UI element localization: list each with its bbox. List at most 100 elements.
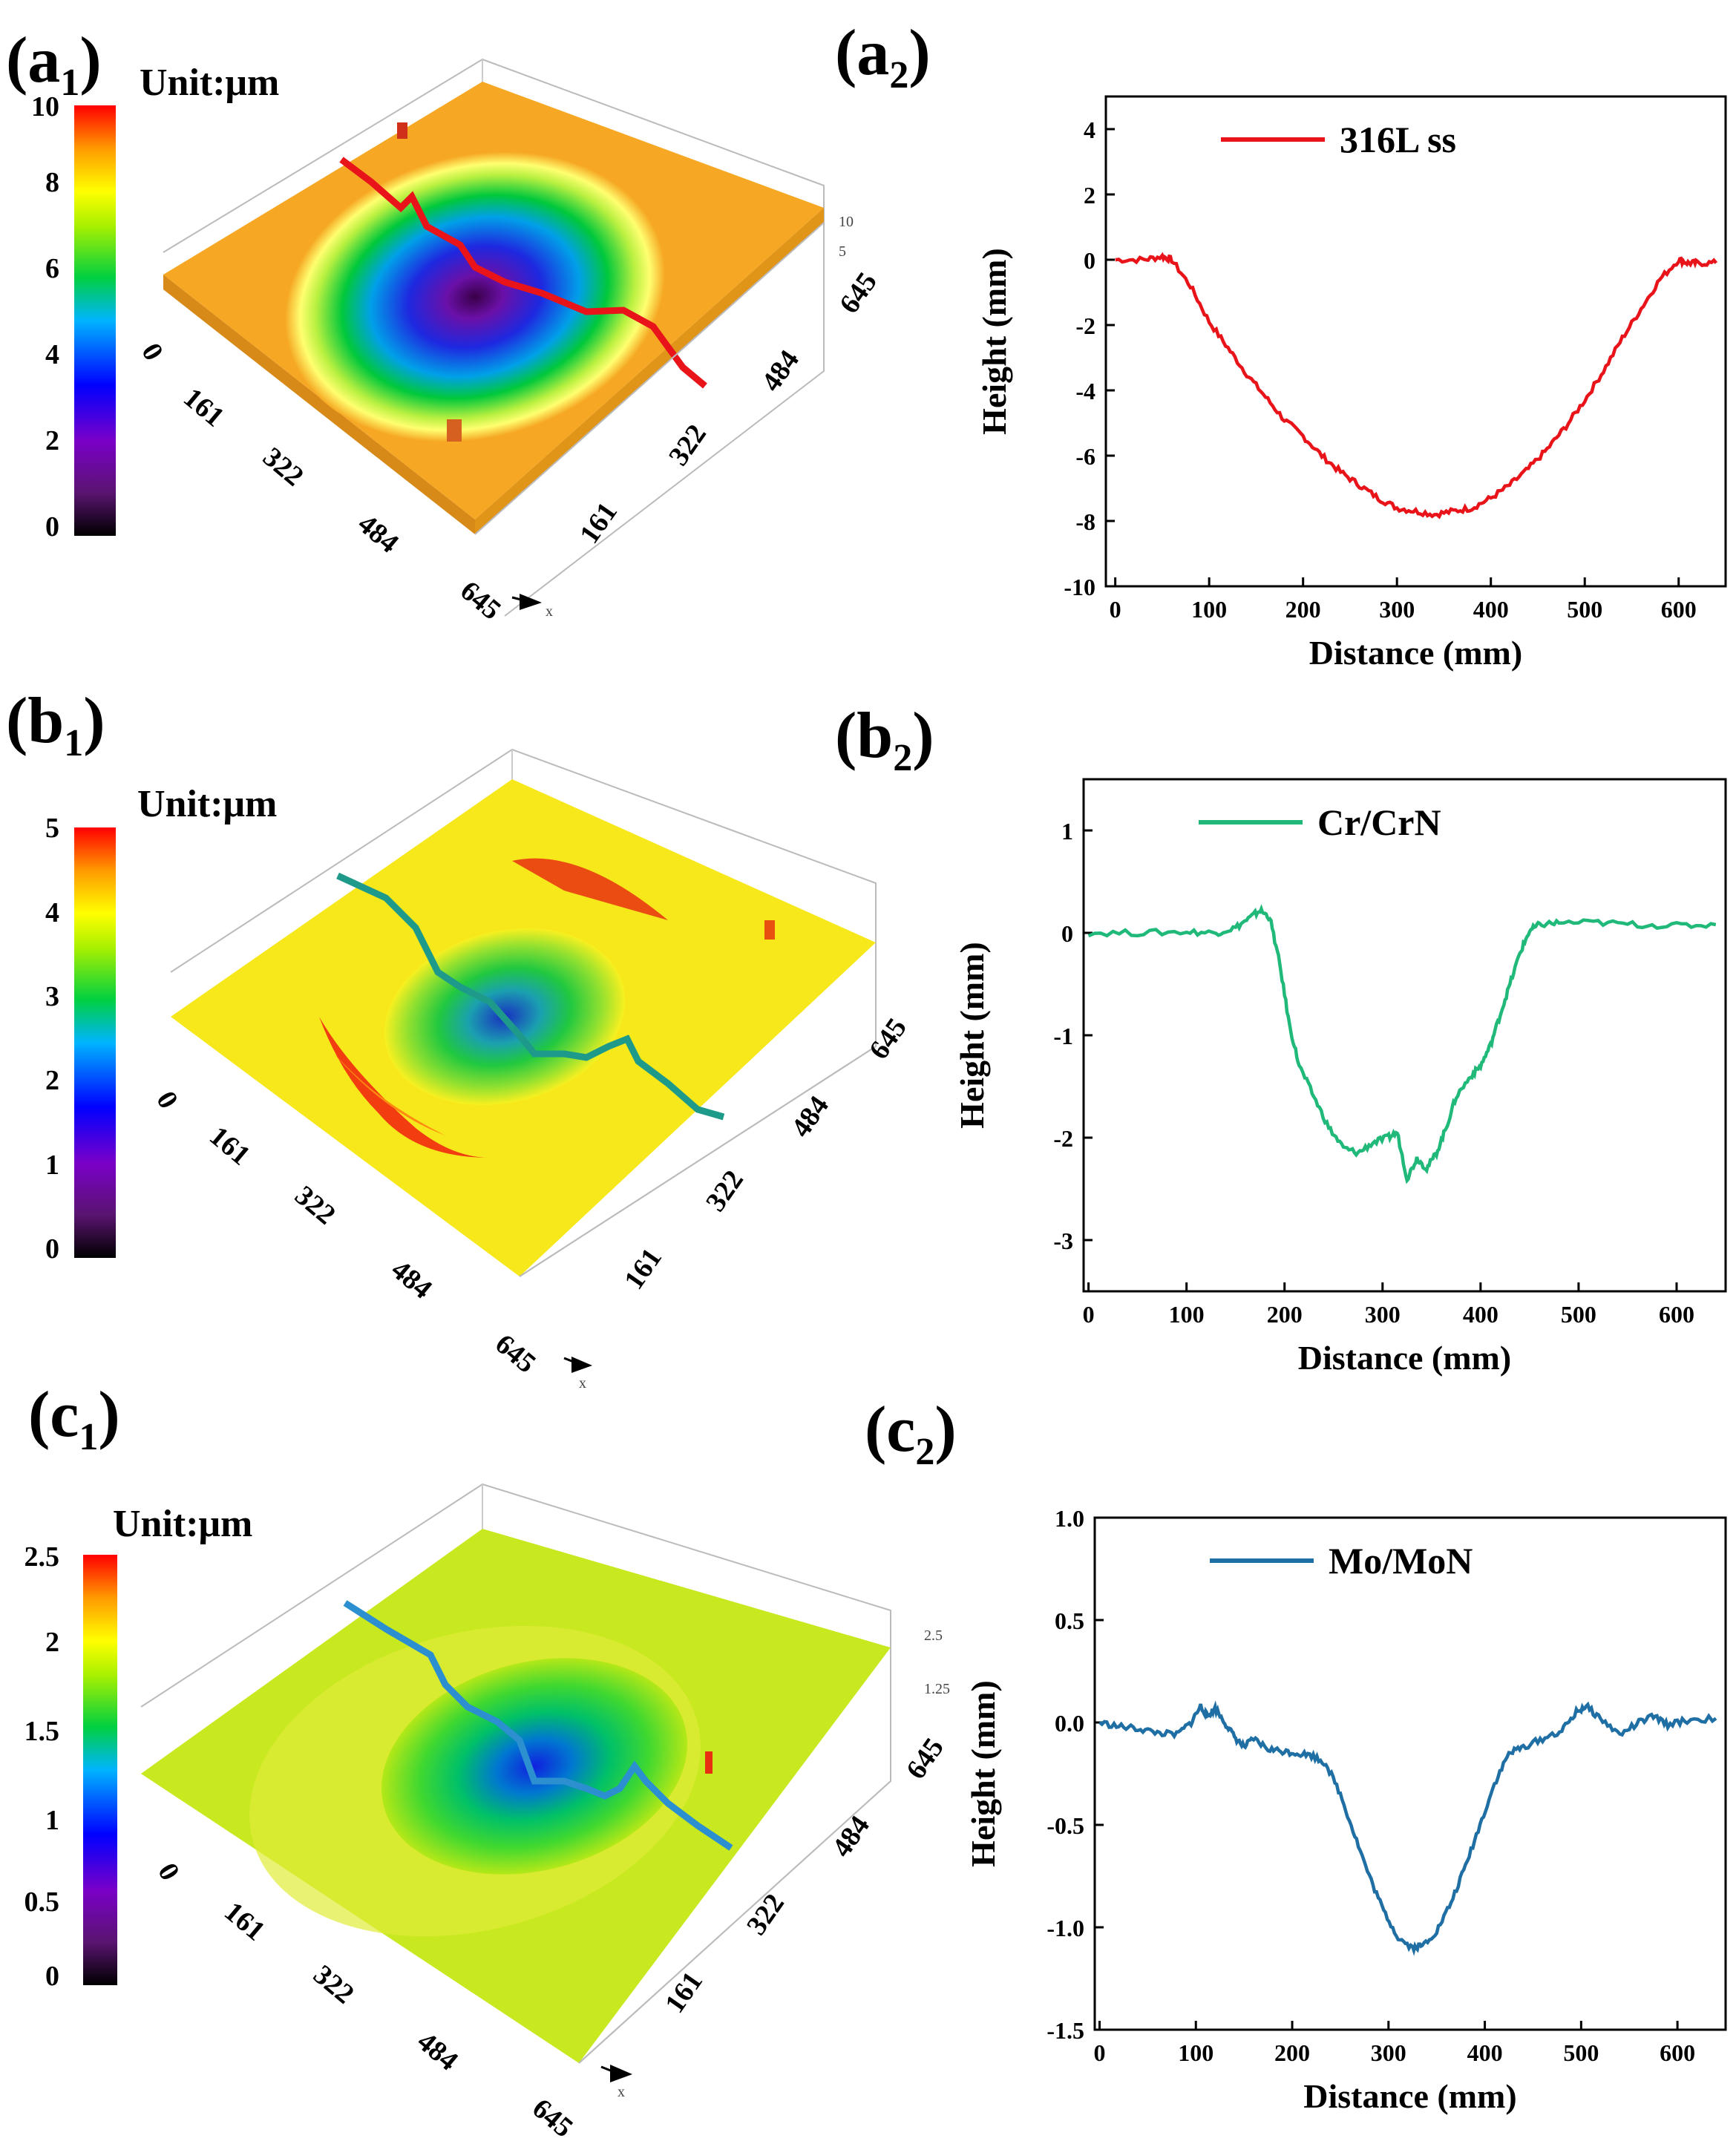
panel-label-b2: (b2) bbox=[835, 700, 934, 779]
x-tick-label: 300 bbox=[1379, 596, 1415, 623]
panel-c1: (c1) Unit:μm 0 0.5 1 1.5 2 2.5 x 0 2.5 1… bbox=[24, 1379, 951, 2144]
x-tick-label: 400 bbox=[1467, 2039, 1503, 2066]
svg-text:484: 484 bbox=[785, 1090, 835, 1143]
svg-text:0: 0 bbox=[45, 511, 59, 542]
panel-label-a1: (a1) bbox=[6, 24, 102, 104]
series-line-cr-crn bbox=[1087, 904, 1717, 1184]
svg-text:645: 645 bbox=[863, 1012, 913, 1065]
colorbar-ticks-a1: 0 2 4 6 8 10 bbox=[31, 91, 59, 542]
panel-label-a2: (a2) bbox=[835, 17, 931, 96]
x-tick-label: 100 bbox=[1169, 1301, 1205, 1328]
panel-label-b1: (b1) bbox=[6, 685, 105, 764]
svg-text:2.5: 2.5 bbox=[24, 1541, 60, 1573]
svg-text:6: 6 bbox=[45, 253, 59, 284]
unit-label-c1: Unit:μm bbox=[113, 1503, 252, 1545]
legend-label: Cr/CrN bbox=[1317, 801, 1441, 843]
svg-text:484: 484 bbox=[352, 508, 404, 560]
x-tick-label: 200 bbox=[1285, 596, 1321, 623]
x-tick-label: 500 bbox=[1567, 596, 1602, 623]
svg-text:2: 2 bbox=[45, 1065, 59, 1096]
y-tick-label: 0 bbox=[1084, 247, 1095, 274]
panel-a1: (a1) Unit:μm 0 2 4 6 8 10 x 0 10 bbox=[6, 24, 883, 626]
svg-text:645: 645 bbox=[900, 1732, 950, 1785]
y-tick-label: 1.0 bbox=[1055, 1505, 1084, 1532]
profile-line-c1 bbox=[343, 1600, 733, 1851]
y-tick-label: -2 bbox=[1075, 312, 1095, 339]
x-tick-label: 100 bbox=[1178, 2039, 1213, 2066]
x-tick-label: 400 bbox=[1463, 1301, 1498, 1328]
y-axis-title: Height (mm) bbox=[975, 248, 1013, 435]
svg-text:161: 161 bbox=[218, 1896, 271, 1947]
crater-c1 bbox=[381, 1658, 688, 1875]
y-tick-label: 2 bbox=[1084, 182, 1095, 209]
panel-c2: (c2) 0 100 200 300 400 500 600-1.5-1.0-0.50.00… bbox=[865, 1394, 1727, 2115]
svg-text:1: 1 bbox=[45, 1150, 59, 1181]
svg-text:x: x bbox=[579, 1375, 586, 1391]
svg-text:484: 484 bbox=[826, 1810, 876, 1863]
svg-text:10: 10 bbox=[31, 91, 59, 122]
y-tick-label: 4 bbox=[1084, 117, 1095, 143]
x-tick-label: 500 bbox=[1563, 2039, 1599, 2066]
y-tick-label: -0.5 bbox=[1046, 1812, 1084, 1839]
svg-text:484: 484 bbox=[385, 1254, 438, 1305]
svg-text:x: x bbox=[546, 603, 553, 620]
svg-text:0.5: 0.5 bbox=[24, 1886, 60, 1918]
surface-3d-c1: x 0 2.5 1.25 161 322 484 645 161 322 484… bbox=[140, 1483, 950, 2144]
x-tick-label: 600 bbox=[1659, 1301, 1694, 1328]
svg-text:322: 322 bbox=[663, 419, 713, 471]
svg-text:484: 484 bbox=[756, 344, 805, 397]
svg-text:645: 645 bbox=[526, 2093, 579, 2144]
svg-text:322: 322 bbox=[741, 1888, 790, 1941]
x-tick-label: 600 bbox=[1660, 2039, 1695, 2066]
svg-text:322: 322 bbox=[257, 442, 309, 493]
svg-text:5: 5 bbox=[839, 243, 846, 260]
series-line-mo-mon bbox=[1098, 1700, 1717, 1956]
legend-label: 316L ss bbox=[1340, 119, 1456, 160]
y-tick-label: -10 bbox=[1064, 574, 1095, 600]
svg-text:5: 5 bbox=[45, 813, 59, 844]
svg-text:322: 322 bbox=[307, 1959, 360, 2010]
x-tick-label: 0 bbox=[1083, 1301, 1095, 1328]
svg-text:161: 161 bbox=[659, 1966, 709, 2019]
svg-text:0: 0 bbox=[135, 338, 169, 366]
panel-b1: (b1) Unit:μm 0 1 2 3 4 5 x 0 161 bbox=[6, 685, 913, 1391]
svg-text:4: 4 bbox=[45, 897, 59, 928]
x-axis-title: Distance (mm) bbox=[1298, 1339, 1511, 1377]
svg-text:4: 4 bbox=[45, 339, 59, 370]
y-tick-label: -3 bbox=[1053, 1227, 1073, 1254]
y-axis-title: Height (mm) bbox=[953, 942, 991, 1129]
svg-text:0: 0 bbox=[45, 1233, 59, 1265]
chart-c2: 0 100 200 300 400 500 600 -1.5 -1.0 -0.5 0.0 0.5 1.0… bbox=[964, 1505, 1727, 2115]
svg-text:484: 484 bbox=[411, 2026, 464, 2077]
y-tick-label: 0.5 bbox=[1055, 1607, 1084, 1634]
x-tick-label: 300 bbox=[1365, 1301, 1401, 1328]
plot-frame bbox=[1104, 95, 1727, 588]
y-tick-label: 1 bbox=[1061, 818, 1073, 845]
y-tick-label: -8 bbox=[1075, 508, 1095, 535]
y-axis-title: Height (mm) bbox=[964, 1680, 1002, 1867]
unit-label-a1: Unit:μm bbox=[140, 62, 279, 104]
x-tick-label: 200 bbox=[1274, 2039, 1310, 2066]
plot-frame bbox=[1082, 778, 1727, 1293]
svg-text:322: 322 bbox=[700, 1164, 750, 1217]
svg-text:1: 1 bbox=[45, 1805, 59, 1836]
svg-text:161: 161 bbox=[177, 382, 230, 433]
unit-label-b1: Unit:μm bbox=[137, 783, 277, 825]
colorbar-ticks-c1: 0 0.5 1 1.5 2 2.5 bbox=[24, 1541, 60, 1992]
svg-text:0: 0 bbox=[45, 1961, 59, 1992]
svg-text:645: 645 bbox=[489, 1328, 542, 1380]
plot-frame bbox=[1093, 1516, 1727, 2031]
svg-text:2: 2 bbox=[45, 425, 59, 456]
y-tick-label: -6 bbox=[1075, 443, 1095, 470]
svg-text:0: 0 bbox=[151, 1858, 186, 1886]
x-tick-label: 400 bbox=[1473, 596, 1509, 623]
x-axis-title: Distance (mm) bbox=[1303, 2077, 1516, 2115]
surface-3d-a1: x 0 10 5 161 322 484 645 161 322 484 645 bbox=[135, 58, 883, 626]
crater-a1 bbox=[285, 151, 665, 442]
profile-line-b1 bbox=[336, 872, 725, 1121]
svg-text:1.25: 1.25 bbox=[924, 1681, 950, 1697]
svg-text:3: 3 bbox=[45, 981, 59, 1012]
surface-3d-b1: x 0 161 322 484 645 161 322 484 645 bbox=[150, 748, 913, 1391]
svg-text:645: 645 bbox=[833, 266, 883, 319]
